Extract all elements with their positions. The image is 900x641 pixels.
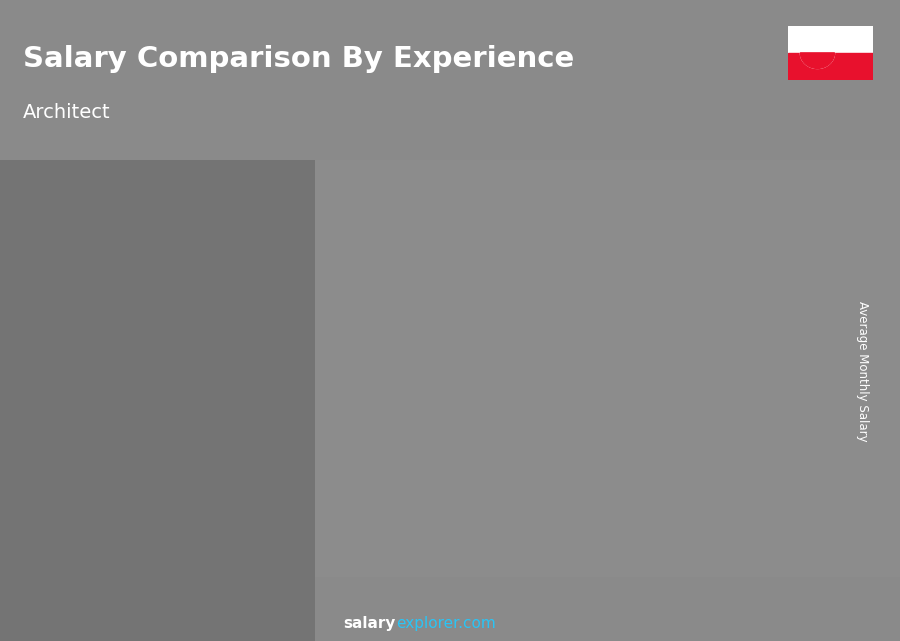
- Polygon shape: [460, 245, 526, 570]
- Polygon shape: [269, 374, 277, 570]
- Text: explorer.com: explorer.com: [396, 617, 496, 631]
- Text: Architect: Architect: [23, 103, 111, 122]
- Text: +17%: +17%: [410, 165, 473, 185]
- Text: 38,600 DKK: 38,600 DKK: [466, 284, 554, 297]
- Polygon shape: [589, 212, 655, 570]
- Polygon shape: [140, 410, 148, 570]
- Text: 23,300 DKK: 23,300 DKK: [209, 397, 296, 411]
- Polygon shape: [331, 292, 398, 570]
- Polygon shape: [526, 245, 535, 570]
- Text: +6%: +6%: [674, 143, 724, 162]
- Polygon shape: [73, 410, 140, 570]
- Polygon shape: [784, 192, 792, 570]
- Text: +23%: +23%: [152, 264, 216, 283]
- Polygon shape: [655, 212, 663, 570]
- Polygon shape: [717, 192, 784, 570]
- Text: +42%: +42%: [282, 197, 345, 217]
- Text: salary: salary: [344, 617, 396, 631]
- Text: +10%: +10%: [539, 148, 602, 167]
- Polygon shape: [788, 53, 873, 80]
- Text: 19,000 DKK: 19,000 DKK: [80, 429, 167, 442]
- Text: 42,500 DKK: 42,500 DKK: [595, 255, 682, 268]
- Text: 33,000 DKK: 33,000 DKK: [338, 326, 425, 338]
- Circle shape: [800, 37, 834, 69]
- Bar: [315, 160, 900, 577]
- Polygon shape: [202, 374, 269, 570]
- Text: Salary Comparison By Experience: Salary Comparison By Experience: [23, 45, 574, 73]
- Bar: [0, 160, 315, 641]
- Text: Average Monthly Salary: Average Monthly Salary: [856, 301, 868, 442]
- Wedge shape: [800, 53, 834, 69]
- Polygon shape: [788, 26, 873, 53]
- Polygon shape: [398, 292, 406, 570]
- Text: 44,900 DKK: 44,900 DKK: [724, 237, 811, 251]
